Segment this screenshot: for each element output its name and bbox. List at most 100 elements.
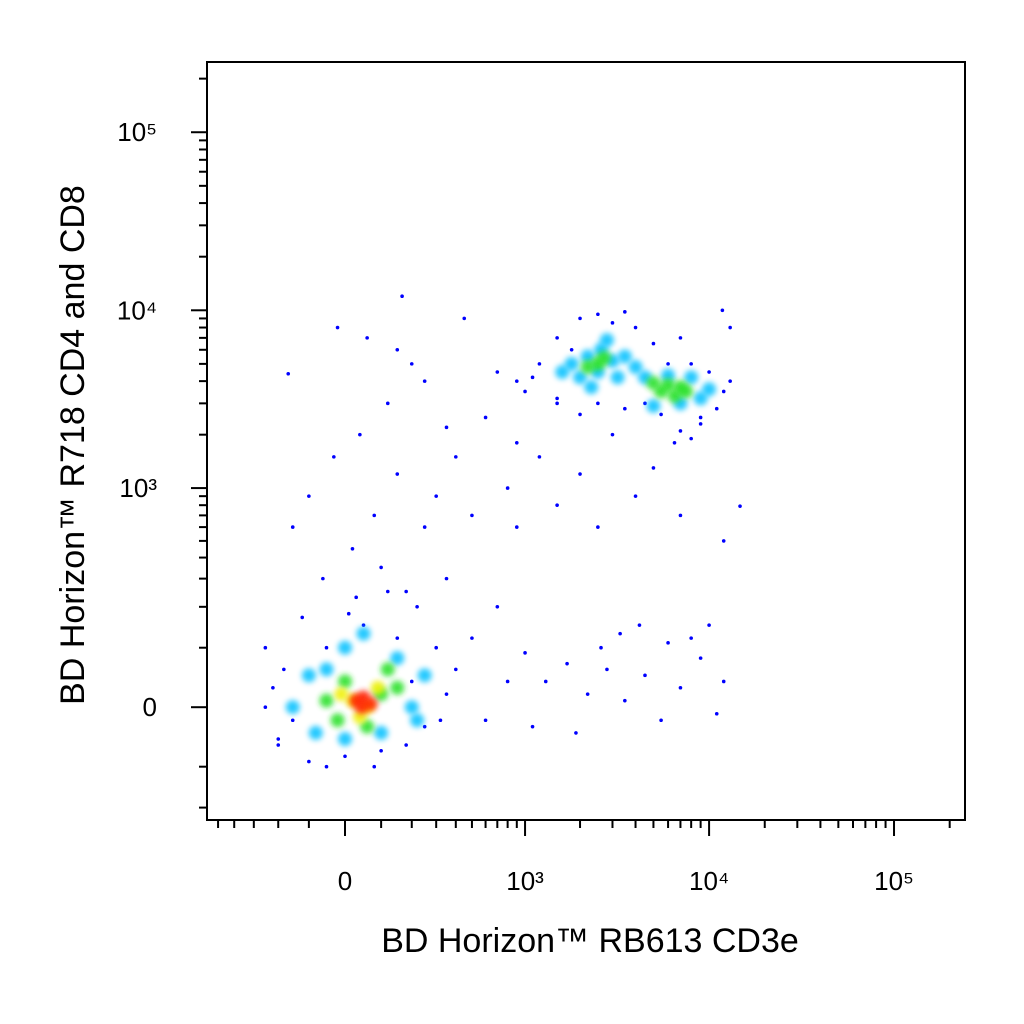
data-point (721, 389, 726, 394)
data-point (358, 432, 362, 437)
data-point (390, 651, 405, 666)
data-point (434, 645, 438, 650)
data-point (483, 415, 488, 420)
data-point (372, 513, 377, 518)
data-point (454, 667, 458, 672)
data-point (651, 466, 656, 470)
data-point (438, 718, 443, 723)
data-point (643, 401, 647, 406)
data-point (319, 693, 334, 708)
data-point (584, 380, 599, 395)
data-point (379, 565, 383, 570)
data-point (324, 645, 329, 650)
data-point (361, 623, 366, 627)
data-point (580, 360, 595, 375)
data-point (628, 360, 643, 375)
data-point (633, 494, 638, 498)
data-point (495, 605, 500, 609)
data-point (300, 615, 305, 620)
data-point (409, 362, 414, 366)
data-point (444, 576, 449, 581)
data-point (301, 668, 316, 683)
data-point (395, 472, 400, 476)
data-point (390, 680, 405, 695)
data-point (321, 576, 325, 581)
data-point (537, 362, 542, 366)
data-point (610, 432, 615, 437)
data-point (666, 641, 670, 645)
data-point (659, 412, 663, 417)
data-point (290, 525, 295, 529)
data-point (462, 316, 467, 321)
data-point (693, 391, 708, 406)
y-tick-label: 10⁴ (117, 295, 157, 325)
data-point (689, 636, 693, 640)
data-point (523, 389, 527, 394)
data-point (338, 640, 353, 655)
plot-points (263, 294, 742, 769)
data-point (409, 679, 414, 684)
data-point (618, 631, 622, 636)
data-point (470, 513, 474, 518)
data-point (308, 725, 323, 740)
data-point (271, 685, 275, 690)
data-point (330, 713, 345, 728)
y-tick-label: 10³ (119, 473, 157, 503)
data-point (404, 743, 408, 747)
data-point (623, 310, 627, 314)
data-point (365, 336, 369, 340)
data-point (343, 754, 347, 759)
x-tick-label: 10⁵ (874, 866, 914, 896)
data-point (307, 494, 311, 498)
data-point (728, 325, 732, 330)
data-point (370, 680, 385, 695)
data-point (360, 719, 375, 734)
data-point (599, 645, 603, 650)
data-point (338, 732, 353, 747)
data-point (721, 679, 726, 684)
data-point (395, 636, 400, 640)
plot-frame (206, 61, 966, 821)
data-point (573, 370, 588, 385)
data-point (400, 294, 404, 298)
data-point (659, 718, 663, 723)
data-point (543, 679, 548, 684)
data-point (578, 316, 582, 321)
data-point (633, 325, 638, 330)
data-point (422, 379, 427, 383)
data-point (714, 406, 719, 411)
data-point (530, 724, 535, 729)
data-point (470, 636, 474, 640)
data-point (395, 347, 400, 352)
data-point (356, 626, 371, 641)
data-point (596, 312, 600, 317)
data-point (605, 667, 609, 672)
data-point (689, 362, 693, 366)
data-point (404, 700, 419, 715)
data-point (282, 667, 286, 672)
data-point (610, 321, 615, 325)
data-point (689, 436, 693, 441)
data-point (354, 595, 358, 600)
data-point (578, 412, 582, 417)
data-point (530, 375, 535, 380)
data-point (415, 605, 419, 609)
data-point (555, 365, 570, 380)
data-point (372, 764, 377, 769)
data-point (286, 371, 291, 376)
data-point (597, 350, 612, 365)
data-point (678, 336, 683, 340)
data-point (672, 441, 677, 445)
data-point (417, 668, 432, 683)
data-point (678, 513, 683, 518)
data-point (385, 589, 390, 594)
data-point (555, 503, 559, 507)
y-tick-label: 0 (143, 692, 157, 722)
data-point (346, 611, 351, 616)
data-point (565, 661, 569, 666)
data-point (332, 455, 336, 459)
data-point (678, 429, 683, 433)
data-point (580, 349, 595, 364)
data-point (335, 325, 340, 330)
data-point (623, 406, 627, 411)
